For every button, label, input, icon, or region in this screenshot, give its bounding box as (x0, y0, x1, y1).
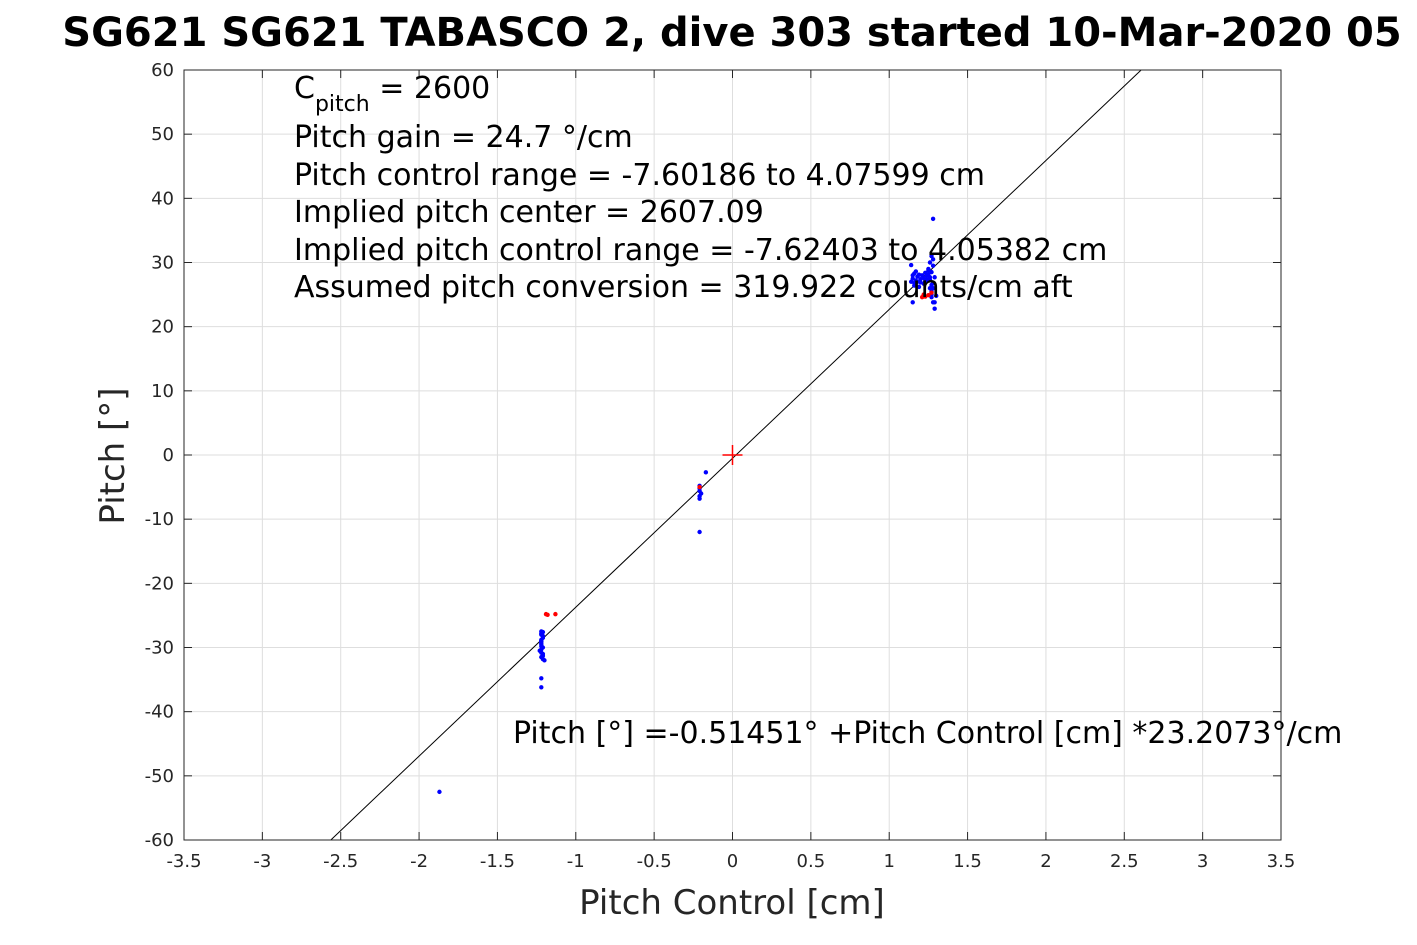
data-point-blue (437, 789, 442, 795)
annotation-cpitch-sub: pitch (315, 92, 370, 117)
center-marker (722, 445, 743, 465)
x-tick-label: -2.5 (323, 851, 358, 872)
data-point-blue (912, 283, 917, 288)
x-axis-ticks: -3.5 -3 -2.5 -2 -1.5 -1 -0.5 0 0.5 1 1.5 2 2.5 3 3.5 (166, 70, 1295, 872)
data-points (437, 216, 939, 795)
y-tick-label: 10 (151, 381, 174, 402)
data-point-blue (539, 676, 544, 681)
x-tick-label: 0.5 (797, 851, 826, 872)
data-point-blue (540, 653, 546, 659)
x-tick-label: -2 (410, 851, 428, 872)
y-tick-label: -60 (145, 830, 174, 851)
data-point-red (545, 612, 550, 617)
y-tick-label: -40 (145, 702, 174, 723)
x-tick-label: -0.5 (637, 851, 672, 872)
data-point-blue (930, 216, 936, 222)
y-axis-label: Pitch [°] (93, 387, 133, 524)
x-tick-label: 3.5 (1267, 851, 1296, 872)
data-point-blue (908, 262, 914, 268)
data-point-blue (703, 470, 709, 475)
annotation-cpitch: Cpitch = 2600 (294, 71, 490, 117)
y-tick-label: -20 (145, 573, 174, 594)
data-point-blue (926, 268, 931, 273)
annotation-cpitch-base: C (294, 71, 315, 106)
x-tick-label: -3 (253, 851, 271, 872)
data-point-blue (932, 300, 937, 305)
y-tick-label: 60 (151, 60, 174, 81)
data-point-blue (540, 629, 546, 635)
x-tick-label: 1.5 (953, 851, 982, 872)
x-tick-label: 0 (727, 851, 738, 872)
annotation-pitch-gain: Pitch gain = 24.7 °/cm (294, 120, 633, 155)
data-point-blue (539, 644, 544, 649)
data-point-blue (915, 279, 920, 284)
data-point-blue (927, 275, 933, 280)
y-tick-label: 20 (151, 317, 174, 338)
data-point-blue (916, 284, 922, 290)
data-point-blue (697, 529, 702, 535)
data-point-blue (913, 269, 919, 274)
data-point-blue (932, 306, 937, 311)
data-point-red (697, 484, 702, 490)
y-tick-label: -30 (145, 638, 174, 659)
data-point-blue (927, 260, 933, 265)
data-point-blue (540, 633, 546, 639)
annotation-fit-equation: Pitch [°] =-0.51451° +Pitch Control [cm]… (513, 716, 1342, 751)
x-tick-label: -1.5 (480, 851, 515, 872)
data-point-blue (539, 647, 544, 652)
data-point-blue (539, 685, 544, 690)
chart-title: SG621 SG621 TABASCO 2, dive 303 started … (62, 10, 1401, 56)
data-point-blue (924, 277, 930, 283)
y-tick-label: -50 (145, 766, 174, 787)
annotation-implied-pitch-control-range: Implied pitch control range = -7.62403 t… (294, 233, 1107, 268)
annotation-pitch-control-range: Pitch control range = -7.60186 to 4.0759… (294, 158, 985, 193)
x-tick-label: 3 (1197, 851, 1208, 872)
y-axis-ticks: -60 -50 -40 -30 -20 -10 0 10 20 30 40 50 60 (145, 60, 1281, 851)
y-tick-label: 40 (151, 188, 174, 209)
y-tick-label: 30 (151, 253, 174, 274)
data-point-blue (539, 638, 544, 644)
data-point-blue (927, 285, 933, 291)
x-tick-label: 2 (1040, 851, 1051, 872)
data-point-blue (921, 281, 926, 286)
data-point-blue (540, 656, 546, 662)
annotation-implied-pitch-center: Implied pitch center = 2607.09 (294, 195, 764, 230)
data-point-red (929, 290, 934, 295)
x-axis-label: Pitch Control [cm] (579, 883, 885, 923)
data-point-blue (930, 280, 936, 286)
data-point-blue (930, 257, 936, 262)
y-tick-label: -10 (145, 509, 174, 530)
data-point-blue (930, 263, 936, 268)
annotation-assumed-pitch-conversion: Assumed pitch conversion = 319.922 count… (294, 270, 1073, 305)
data-point-blue (910, 300, 915, 305)
x-tick-label: -3.5 (166, 851, 201, 872)
data-point-red (926, 293, 931, 298)
x-tick-label: 1 (883, 851, 894, 872)
x-tick-label: 2.5 (1110, 851, 1139, 872)
data-point-blue (697, 496, 702, 501)
annotation-cpitch-value: = 2600 (370, 71, 491, 106)
data-point-blue (932, 275, 937, 280)
x-tick-label: -1 (567, 851, 585, 872)
y-tick-label: 50 (151, 124, 174, 145)
data-point-red (919, 294, 925, 300)
data-point-red (553, 611, 558, 617)
y-tick-label: 0 (163, 445, 174, 466)
data-point-blue (934, 293, 939, 299)
